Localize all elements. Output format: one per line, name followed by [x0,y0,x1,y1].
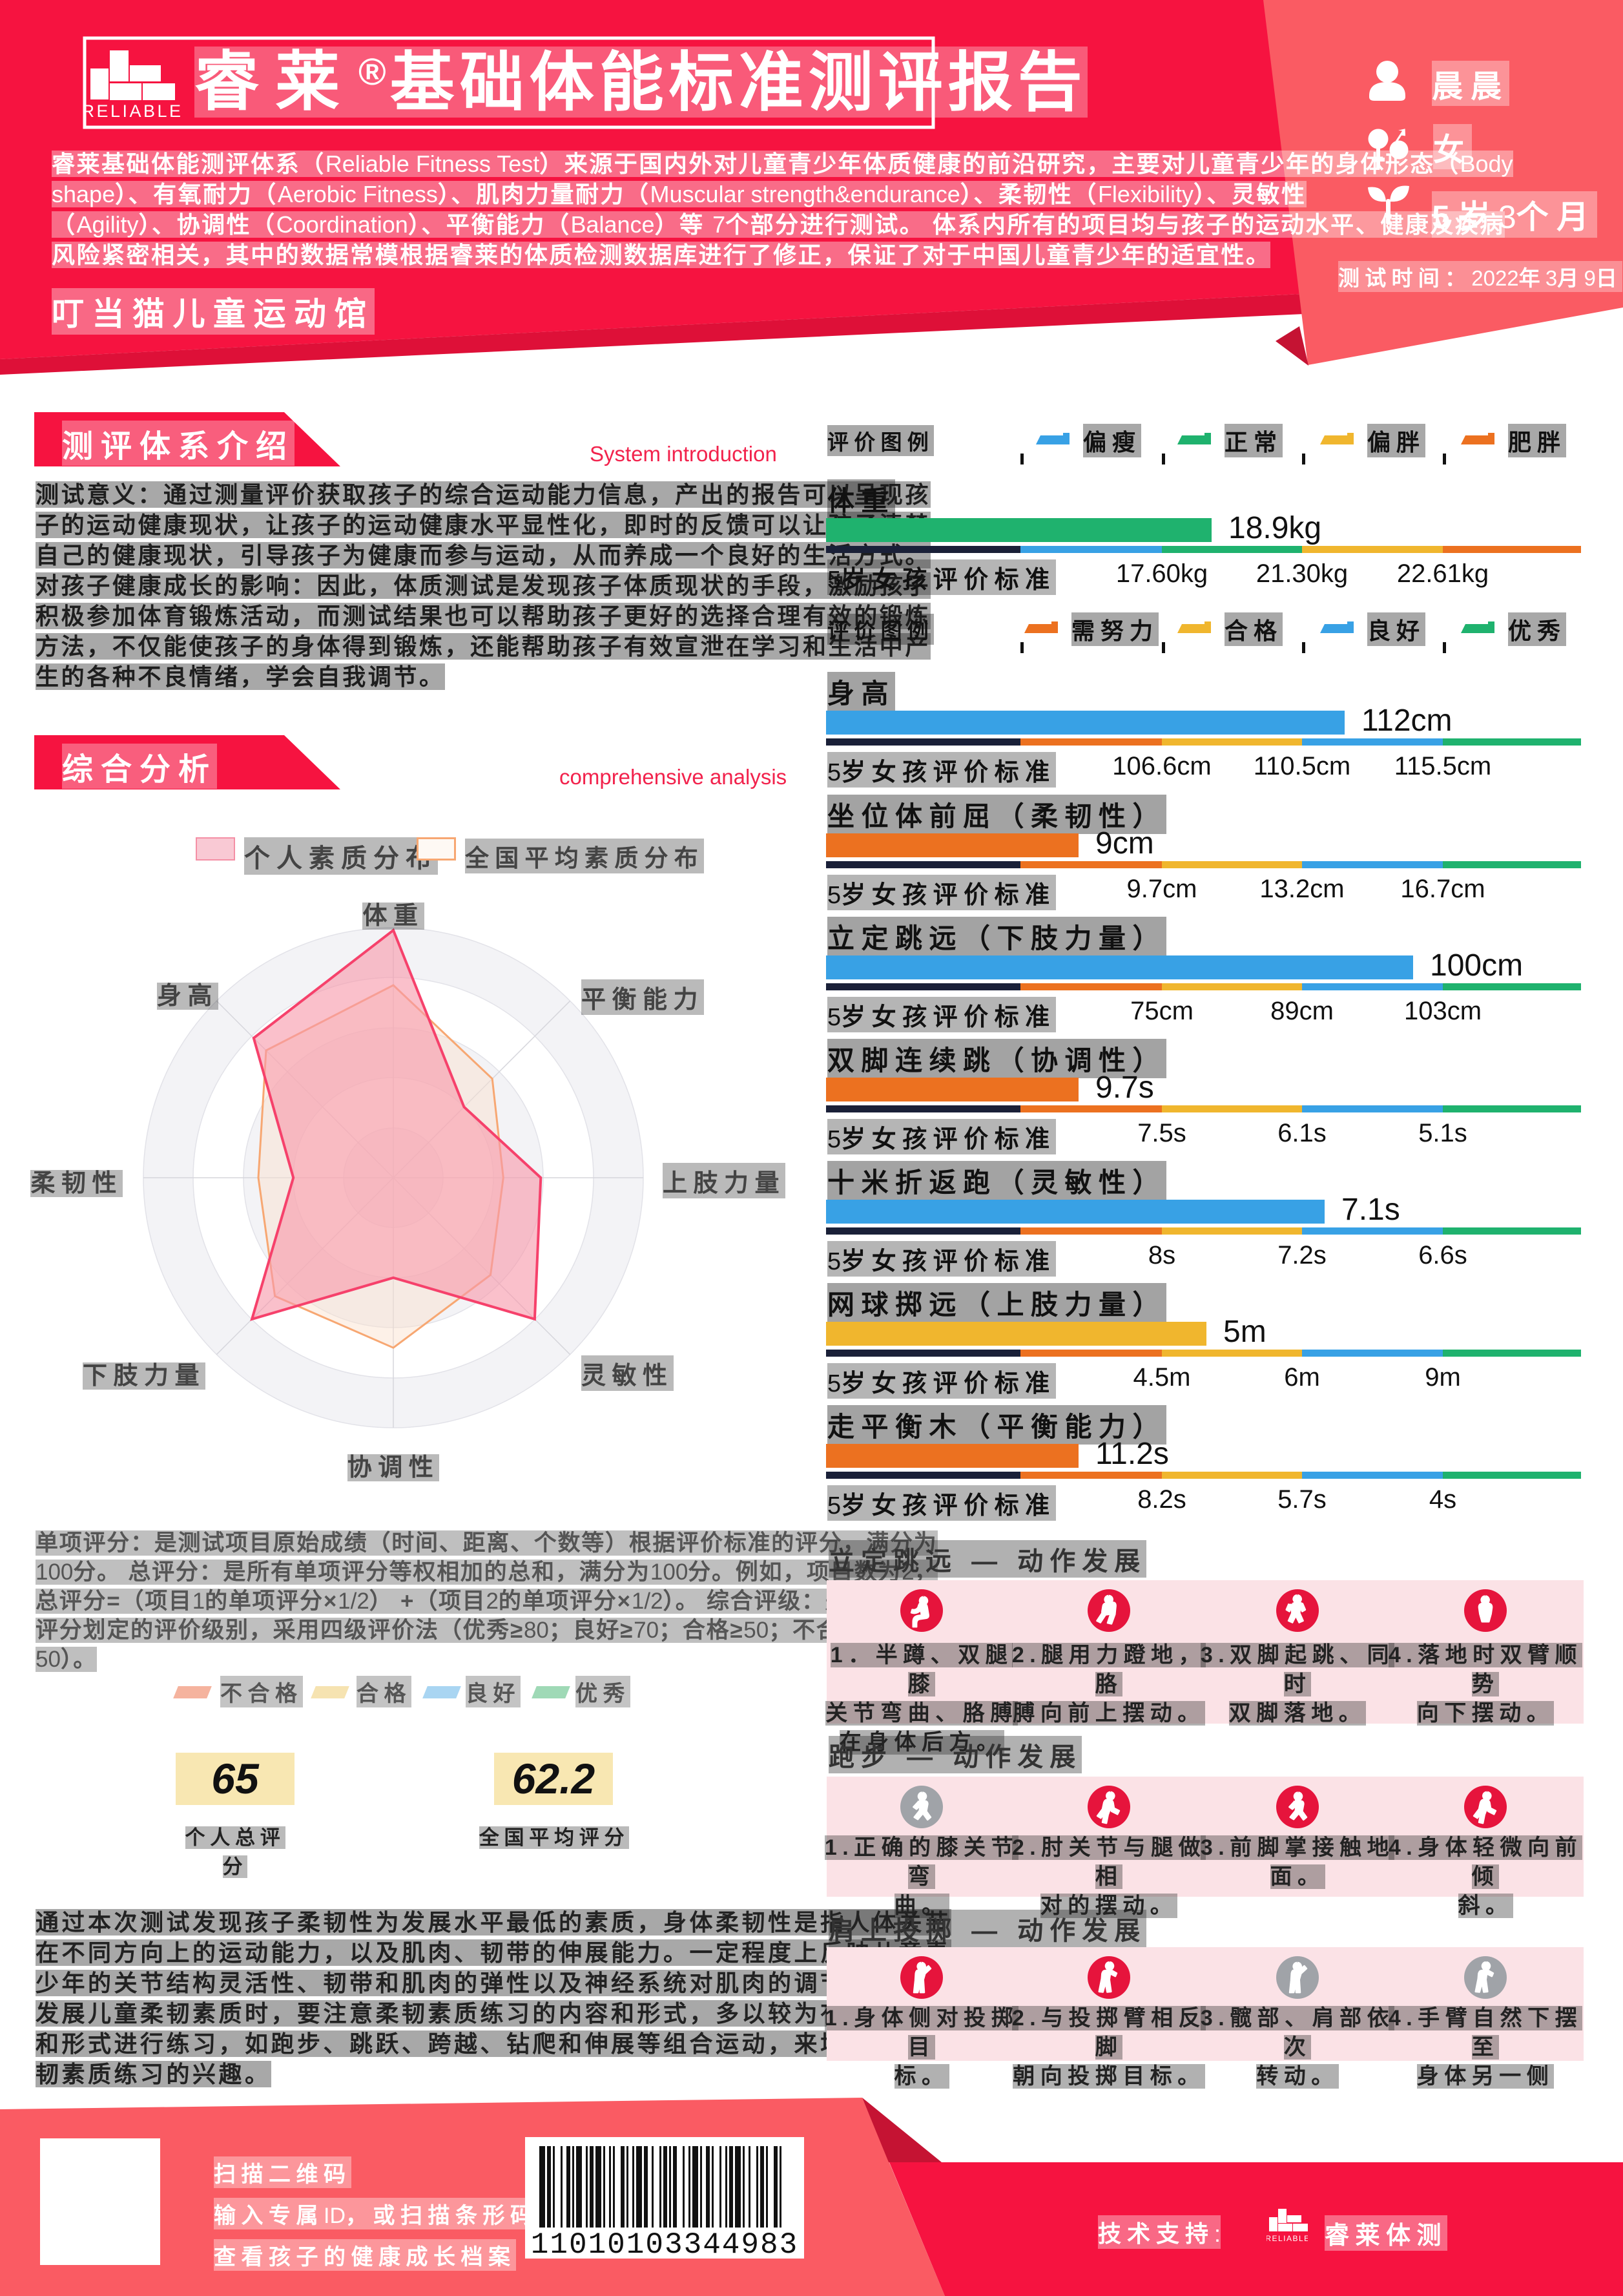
svg-text:RELIABLE: RELIABLE [81,101,183,121]
svg-text:11010103344983: 11010103344983 [531,2228,798,2262]
svg-text:RELIABLE: RELIABLE [1266,2234,1308,2243]
